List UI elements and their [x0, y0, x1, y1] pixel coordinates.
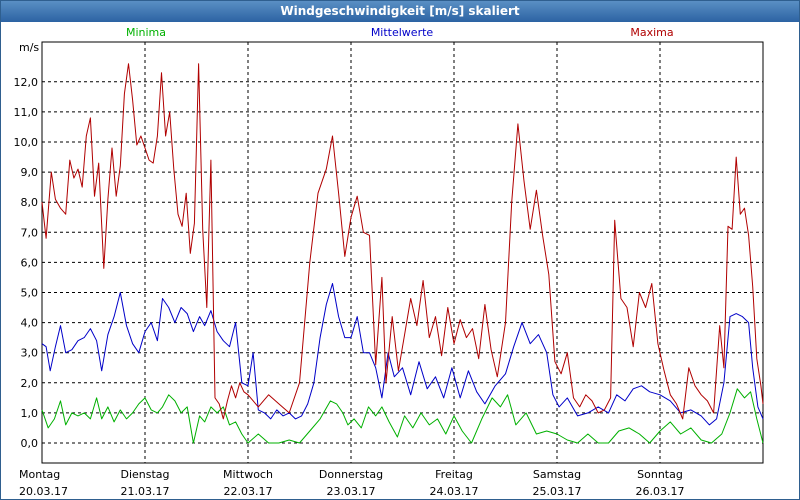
- x-axis-labels: Montag 20.03.17 Dienstag 21.03.17 Mittwoch 22…: [19, 468, 684, 498]
- series-line-minima: [41, 388, 764, 444]
- x-date-label: 22.03.17: [224, 485, 273, 498]
- y-tick-label: 4,0: [21, 317, 39, 330]
- x-day-label: Montag: [19, 468, 60, 481]
- y-tick-label: 6,0: [21, 256, 39, 269]
- series-line-mittelwerte: [41, 283, 764, 426]
- data-series: [41, 63, 764, 444]
- plot-border: [41, 41, 764, 464]
- wind-speed-chart: 0,0 1,0 2,0 3,0 4,0 5,0 6,0 7,0 8,0 9,0 10,0 11,0 12…: [14, 26, 764, 498]
- y-tick-label: 1,0: [21, 407, 39, 420]
- chart-legend: Minima Mittelwerte Maxima: [126, 26, 674, 39]
- y-tick-label: 10,0: [14, 136, 39, 149]
- x-date-label: 24.03.17: [430, 485, 479, 498]
- x-date-label: 26.03.17: [636, 485, 685, 498]
- y-axis-labels: 0,0 1,0 2,0 3,0 4,0 5,0 6,0 7,0 8,0 9,0 10,0 11,0 12…: [14, 76, 39, 450]
- grid-lines: [42, 42, 763, 463]
- x-day-label: Freitag: [435, 468, 473, 481]
- x-date-label: 23.03.17: [327, 485, 376, 498]
- y-tick-label: 0,0: [21, 437, 39, 450]
- legend-minima: Minima: [126, 26, 166, 39]
- x-date-label: 20.03.17: [19, 485, 68, 498]
- legend-maxima: Maxima: [630, 26, 673, 39]
- x-day-label: Samstag: [533, 468, 581, 481]
- y-axis-unit: m/s: [19, 41, 39, 54]
- x-day-label: Sonntag: [637, 468, 683, 481]
- y-tick-label: 7,0: [21, 226, 39, 239]
- y-tick-label: 5,0: [21, 287, 39, 300]
- x-day-label: Donnerstag: [319, 468, 383, 481]
- series-line-maxima: [41, 63, 764, 420]
- x-day-label: Mittwoch: [223, 468, 273, 481]
- y-tick-label: 3,0: [21, 347, 39, 360]
- x-date-label: 21.03.17: [121, 485, 170, 498]
- x-date-label: 25.03.17: [533, 485, 582, 498]
- plot-frame: [41, 41, 764, 464]
- legend-mittelwerte: Mittelwerte: [371, 26, 434, 39]
- x-day-label: Dienstag: [120, 468, 169, 481]
- y-tick-label: 12,0: [14, 76, 39, 89]
- y-tick-label: 8,0: [21, 196, 39, 209]
- window-title: Windgeschwindigkeit [m/s] skaliert: [1, 1, 799, 22]
- y-tick-label: 2,0: [21, 377, 39, 390]
- y-tick-label: 9,0: [21, 166, 39, 179]
- y-tick-label: 11,0: [14, 106, 39, 119]
